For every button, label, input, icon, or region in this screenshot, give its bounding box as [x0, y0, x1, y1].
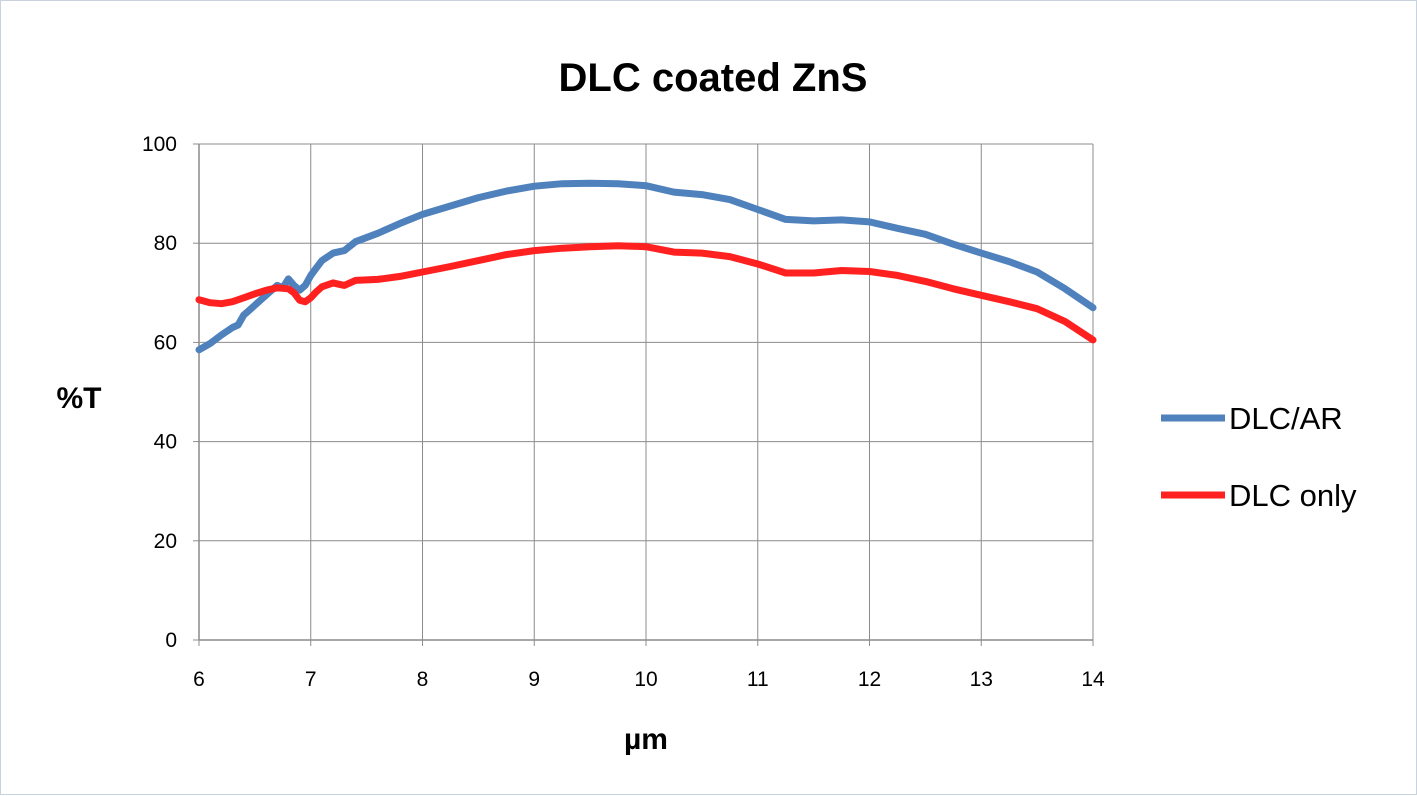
y-tick-label: 80 — [154, 232, 177, 255]
y-tick-label: 20 — [154, 530, 177, 553]
y-tick-label: 0 — [165, 629, 177, 652]
x-axis-title: µm — [624, 723, 668, 756]
grid-lines — [198, 143, 1094, 641]
x-tick-label: 10 — [634, 668, 657, 691]
series-line-1 — [195, 242, 1097, 344]
x-tick-label: 13 — [970, 668, 993, 691]
x-tick-label: 14 — [1081, 668, 1105, 691]
y-tick-label: 60 — [154, 331, 177, 354]
legend-label-0: DLC/AR — [1229, 401, 1343, 436]
x-tick-label: 7 — [305, 668, 317, 691]
y-tick-label: 40 — [154, 431, 177, 454]
x-tick-label: 9 — [528, 668, 540, 691]
x-tick-label: 6 — [193, 668, 205, 691]
y-axis-title: %T — [57, 382, 102, 415]
x-tick-label: 12 — [858, 668, 881, 691]
legend: DLC/AR DLC only — [1161, 401, 1357, 513]
tick-labels: 0 20 40 60 80 100 6 7 8 9 10 11 12 13 14 — [142, 133, 1105, 691]
legend-label-1: DLC only — [1229, 478, 1357, 513]
x-tick-label: 8 — [417, 668, 429, 691]
series-lines — [195, 179, 1097, 354]
chart-title: DLC coated ZnS — [559, 56, 868, 100]
series-line-0 — [195, 179, 1097, 354]
axes — [193, 143, 1094, 646]
x-tick-label: 11 — [747, 668, 769, 691]
y-tick-label: 100 — [142, 133, 177, 156]
